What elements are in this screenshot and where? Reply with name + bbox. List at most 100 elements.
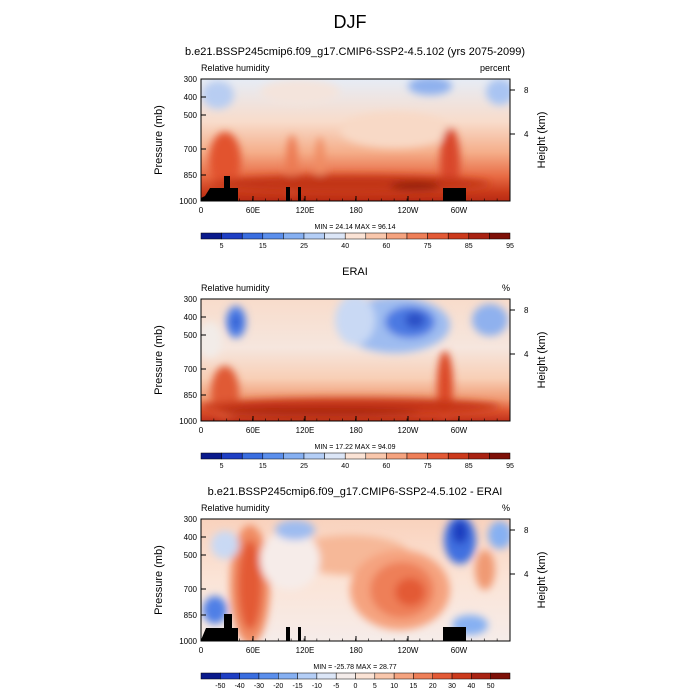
colorbar-swatch — [303, 232, 325, 240]
y2-tick-label: 4 — [524, 350, 529, 359]
y2-tick-label: 8 — [524, 306, 529, 315]
colorbar-swatch — [324, 452, 346, 460]
panel-title: ERAI — [342, 266, 368, 278]
terrain-mask — [298, 627, 301, 641]
colorbar-swatch — [200, 672, 221, 680]
colorbar-label: 15 — [259, 463, 267, 470]
y-tick-label: 500 — [184, 111, 198, 120]
colorbar-swatch — [344, 232, 367, 240]
y-axis-label: Pressure (mb) — [153, 325, 165, 395]
colorbar-swatch — [200, 232, 222, 240]
x-tick-label: 180 — [349, 646, 363, 655]
panel-title: b.e21.BSSP245cmip6.f09_g17.CMIP6-SSP2-4.… — [185, 46, 525, 58]
colorbar-swatch — [221, 452, 243, 460]
colorbar-swatch — [221, 232, 243, 240]
colorbar-swatch — [355, 672, 376, 680]
terrain-mask — [443, 627, 466, 641]
y-tick-label: 300 — [184, 75, 198, 84]
colorbar-swatch — [241, 452, 264, 460]
panel-left-label: Relative humidity — [201, 503, 270, 513]
colorbar-swatch — [283, 452, 305, 460]
colorbar-swatch — [468, 452, 490, 460]
colorbar-swatch — [451, 672, 472, 680]
y-axis-label: Pressure (mb) — [153, 545, 165, 615]
colorbar-label: 75 — [424, 463, 432, 470]
colorbar-swatch — [427, 452, 449, 460]
colorbar-label: 10 — [390, 683, 398, 690]
colorbar-label: 40 — [341, 243, 349, 250]
colorbar-label: 25 — [300, 463, 308, 470]
contour-field — [201, 299, 510, 421]
x-tick-label: 60E — [246, 206, 260, 215]
colorbar-swatch — [262, 452, 284, 460]
y-tick-label: 400 — [184, 313, 198, 322]
panel-stats: MIN = 17.22 MAX = 94.09 — [315, 444, 396, 451]
y-tick-label: 700 — [184, 365, 198, 374]
colorbar-swatch — [393, 672, 414, 680]
colorbar-label: 85 — [465, 243, 473, 250]
x-tick-label: 180 — [349, 426, 363, 435]
colorbar-swatch — [447, 452, 470, 460]
colorbar-label: -5 — [333, 683, 339, 690]
colorbar-swatch — [365, 452, 387, 460]
y2-axis-label: Height (km) — [536, 552, 548, 609]
y2-tick-label: 4 — [524, 570, 529, 579]
colorbar-label: -40 — [235, 683, 245, 690]
y-tick-label: 700 — [184, 145, 198, 154]
colorbar-swatch — [386, 232, 408, 240]
colorbar-swatch — [365, 232, 387, 240]
colorbar-label: 50 — [487, 683, 495, 690]
x-tick-label: 180 — [349, 206, 363, 215]
x-tick-label: 120W — [398, 426, 419, 435]
colorbar-swatch — [344, 452, 367, 460]
contour-field — [201, 79, 510, 201]
colorbar-label: 85 — [465, 463, 473, 470]
colorbar-swatch — [386, 452, 408, 460]
x-tick-label: 120E — [296, 206, 315, 215]
colorbar-label: -30 — [254, 683, 264, 690]
y-tick-label: 500 — [184, 331, 198, 340]
colorbar-label: 5 — [373, 683, 377, 690]
terrain-mask — [443, 188, 466, 201]
y2-tick-label: 4 — [524, 130, 529, 139]
colorbar-swatch — [427, 232, 449, 240]
colorbar-label: 30 — [448, 683, 456, 690]
panel-title: b.e21.BSSP245cmip6.f09_g17.CMIP6-SSP2-4.… — [208, 486, 503, 498]
y-tick-label: 850 — [184, 171, 198, 180]
colorbar-label: 75 — [424, 243, 432, 250]
colorbar-label: 95 — [506, 463, 514, 470]
colorbar-swatch — [490, 672, 511, 680]
colorbar-label: -10 — [312, 683, 322, 690]
colorbar-swatch — [471, 672, 491, 680]
y-tick-label: 300 — [184, 515, 198, 524]
terrain-mask — [201, 176, 238, 201]
colorbar-label: 5 — [220, 463, 224, 470]
colorbar-swatch — [489, 452, 511, 460]
y-tick-label: 850 — [184, 611, 198, 620]
x-tick-label: 120W — [398, 206, 419, 215]
y2-axis-label: Height (km) — [536, 332, 548, 389]
colorbar-swatch — [432, 672, 453, 680]
colorbar-swatch — [283, 232, 305, 240]
colorbar-swatch — [316, 672, 337, 680]
colorbar-label: 95 — [506, 243, 514, 250]
panel-left-label: Relative humidity — [201, 283, 270, 293]
colorbar-label: 25 — [300, 243, 308, 250]
colorbar-label: -20 — [273, 683, 283, 690]
colorbar-swatch — [241, 232, 264, 240]
figure-title: DJF — [334, 12, 367, 32]
colorbar-swatch — [258, 672, 279, 680]
panel-right-label: % — [502, 283, 510, 293]
colorbar-label: 40 — [341, 463, 349, 470]
x-tick-label: 120E — [296, 646, 315, 655]
y-tick-label: 400 — [184, 93, 198, 102]
colorbar-swatch — [374, 672, 395, 680]
panel-right-label: percent — [480, 63, 511, 73]
colorbar-swatch — [297, 672, 318, 680]
colorbar-swatch — [262, 232, 284, 240]
x-tick-label: 0 — [199, 646, 204, 655]
panel-model: b.e21.BSSP245cmip6.f09_g17.CMIP6-SSP2-4.… — [153, 46, 548, 250]
terrain-mask — [286, 187, 290, 201]
colorbar: -50 -40 -30 -20 -15 -10 -5 0 5 10 15 20 30 40 50 — [200, 672, 511, 690]
x-tick-label: 60W — [451, 426, 468, 435]
